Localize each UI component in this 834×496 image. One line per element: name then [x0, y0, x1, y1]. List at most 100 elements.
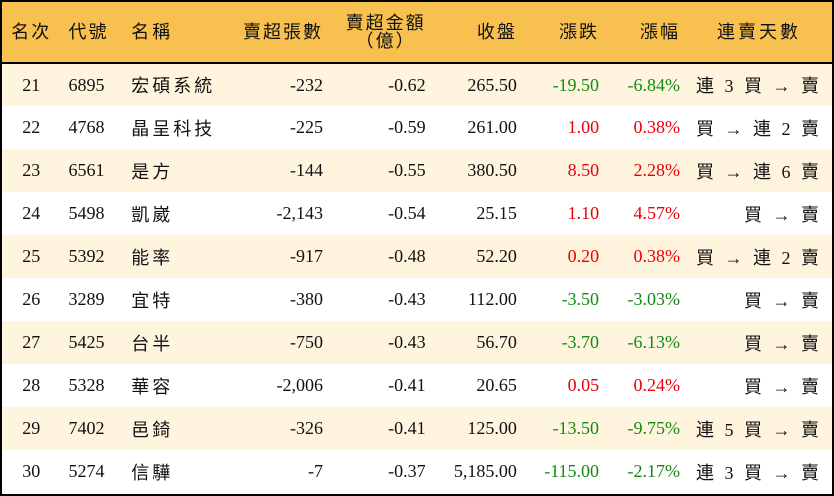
cell-streak: 買 → 賣 [744, 204, 822, 225]
cell-change-pct: -2.17% [627, 461, 681, 481]
cell-close: 20.65 [476, 375, 517, 395]
cell-sell-qty: -750 [289, 332, 323, 352]
cell-sell-amount: -0.54 [388, 203, 426, 223]
cell-sell-amount: -0.41 [388, 375, 426, 395]
cell-streak: 買 → 連 2 賣 [696, 247, 822, 268]
cell-code: 5328 [68, 375, 105, 395]
cell-change-pct: -6.13% [627, 332, 681, 352]
table-row: 22 4768 晶呈科技 -225 -0.59 261.00 1.00 0.38… [2, 106, 832, 149]
cell-close: 265.50 [467, 74, 517, 95]
cell-sell-qty: -380 [289, 289, 323, 309]
table-row: 24 5498 凱崴 -2,143 -0.54 25.15 1.10 4.57%… [2, 192, 832, 235]
cell-change-pct: 2.28% [633, 160, 681, 180]
cell-sell-qty: -326 [289, 418, 323, 438]
header-close: 收盤 [433, 2, 525, 64]
cell-change: -3.70 [561, 332, 600, 352]
table-row: 26 3289 宜特 -380 -0.43 112.00 -3.50 -3.03… [2, 278, 832, 321]
table-row: 23 6561 是方 -144 -0.55 380.50 8.50 2.28% … [2, 149, 832, 192]
cell-rank: 28 [22, 375, 41, 395]
cell-sell-qty: -225 [289, 117, 323, 137]
table-row: 21 6895 宏碩系統 -232 -0.62 265.50 -19.50 -6… [2, 63, 832, 106]
cell-rank: 26 [22, 289, 41, 309]
cell-name: 台半 [131, 333, 174, 354]
cell-name: 華容 [131, 376, 174, 397]
cell-sell-amount: -0.43 [388, 289, 426, 309]
cell-code: 3289 [68, 289, 105, 309]
header-change: 漲跌 [524, 2, 608, 64]
cell-name: 宜特 [131, 290, 174, 311]
cell-close: 380.50 [467, 160, 517, 180]
table-row: 30 5274 信驊 -7 -0.37 5,185.00 -115.00 -2.… [2, 450, 832, 493]
cell-code: 4768 [68, 117, 105, 137]
cell-change-pct: -9.75% [627, 418, 681, 438]
cell-name: 能率 [131, 247, 174, 268]
cell-change: 1.10 [567, 203, 600, 223]
cell-sell-qty: -7 [307, 461, 323, 481]
table-body: 21 6895 宏碩系統 -232 -0.62 265.50 -19.50 -6… [2, 63, 832, 493]
header-sell-amount-label: 賣超金額 （億） [346, 14, 426, 50]
header-sell-amount-line2: （億） [355, 31, 416, 51]
cell-sell-amount: -0.37 [388, 461, 426, 481]
cell-rank: 29 [22, 418, 41, 438]
cell-change: -13.50 [552, 418, 600, 438]
table-row: 27 5425 台半 -750 -0.43 56.70 -3.70 -6.13%… [2, 321, 832, 364]
cell-name: 凱崴 [131, 204, 174, 225]
cell-change-pct: 0.24% [633, 375, 681, 395]
cell-sell-amount: -0.43 [388, 332, 426, 352]
cell-change: -115.00 [544, 461, 600, 481]
cell-close: 5,185.00 [453, 461, 517, 481]
cell-sell-amount: -0.59 [388, 117, 426, 137]
cell-sell-amount: -0.41 [388, 418, 426, 438]
cell-rank: 25 [22, 246, 41, 266]
cell-close: 125.00 [467, 418, 517, 438]
cell-rank: 21 [22, 74, 41, 95]
cell-code: 5498 [68, 203, 105, 223]
cell-sell-qty: -232 [289, 74, 323, 95]
cell-code: 5274 [68, 461, 105, 481]
header-sell-qty: 賣超張數 [228, 2, 331, 64]
cell-name: 晶呈科技 [131, 118, 216, 139]
cell-change-pct: -3.03% [627, 289, 681, 309]
cell-close: 25.15 [476, 203, 517, 223]
cell-change: 8.50 [567, 160, 600, 180]
cell-rank: 22 [22, 117, 41, 137]
cell-change: -19.50 [552, 74, 600, 95]
cell-sell-qty: -144 [289, 160, 323, 180]
cell-close: 56.70 [476, 332, 517, 352]
cell-change-pct: -6.84% [627, 74, 681, 95]
cell-name: 信驊 [131, 462, 174, 483]
header-row: 名次 代號 名稱 賣超張數 賣超金額 （億） 收盤 漲跌 漲幅 連賣天數 [2, 2, 832, 64]
cell-close: 112.00 [467, 289, 517, 309]
cell-code: 6895 [68, 74, 105, 95]
cell-close: 52.20 [476, 246, 517, 266]
cell-code: 5392 [68, 246, 105, 266]
header-code: 代號 [60, 2, 124, 64]
cell-sell-qty: -917 [289, 246, 323, 266]
cell-streak: 買 → 連 2 賣 [696, 118, 822, 139]
cell-sell-qty: -2,143 [276, 203, 323, 223]
header-name: 名稱 [123, 2, 229, 64]
cell-rank: 23 [22, 160, 41, 180]
cell-name: 邑錡 [131, 419, 174, 440]
header-sell-amount: 賣超金額 （億） [330, 2, 434, 64]
cell-change: 0.20 [567, 246, 600, 266]
table-row: 28 5328 華容 -2,006 -0.41 20.65 0.05 0.24%… [2, 364, 832, 407]
cell-code: 6561 [68, 160, 105, 180]
cell-streak: 買 → 賣 [744, 376, 822, 397]
header-rank: 名次 [2, 2, 61, 64]
cell-sell-qty: -2,006 [276, 375, 323, 395]
cell-streak: 連 3 買 → 賣 [696, 462, 822, 483]
cell-sell-amount: -0.55 [388, 160, 426, 180]
cell-streak: 連 5 買 → 賣 [696, 419, 822, 440]
header-streak: 連賣天數 [688, 2, 832, 64]
cell-change: 1.00 [567, 117, 600, 137]
table-row: 25 5392 能率 -917 -0.48 52.20 0.20 0.38% 買… [2, 235, 832, 278]
cell-code: 7402 [68, 418, 105, 438]
cell-rank: 27 [22, 332, 41, 352]
cell-change: -3.50 [561, 289, 600, 309]
table-row: 29 7402 邑錡 -326 -0.41 125.00 -13.50 -9.7… [2, 407, 832, 450]
header-sell-amount-line1: 賣超金額 [345, 13, 426, 33]
cell-close: 261.00 [467, 117, 517, 137]
